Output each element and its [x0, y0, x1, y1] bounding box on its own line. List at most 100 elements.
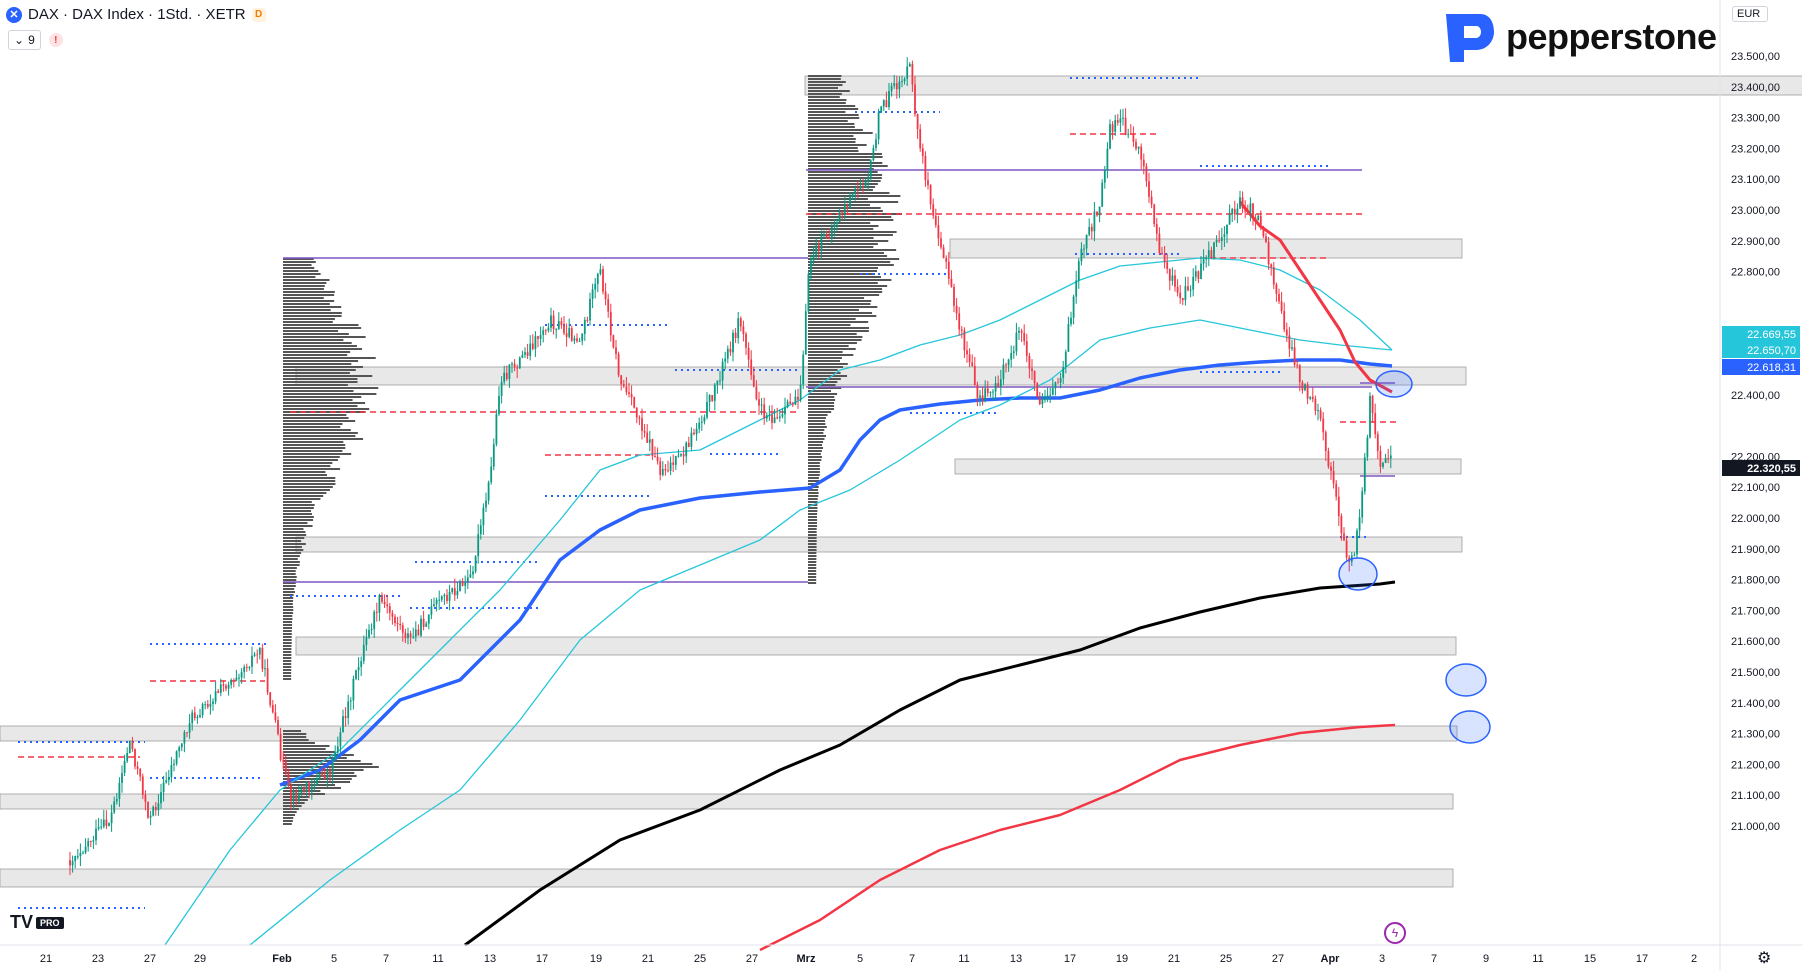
candle-body [474, 556, 477, 572]
candle-body [1124, 117, 1127, 135]
candle-body [477, 534, 480, 557]
volume-profile-bar [808, 198, 868, 200]
volume-profile-bar [283, 588, 295, 590]
volume-profile-bar [283, 678, 292, 680]
candle-body [576, 338, 578, 342]
candle-body [238, 677, 240, 679]
candle-body [503, 372, 506, 382]
tradingview-pro-logo[interactable]: TV PRO [10, 912, 64, 933]
volume-profile-bar [808, 339, 862, 341]
candle-body [685, 442, 688, 457]
volume-profile-bar [283, 291, 335, 293]
candle-body [373, 611, 376, 629]
candle-body [1179, 292, 1182, 299]
x-tick-label: 7 [383, 953, 389, 965]
volume-profile-bar [283, 357, 376, 359]
price-label-box [1722, 359, 1800, 375]
candle-body [726, 348, 729, 359]
x-tick-label: 25 [1220, 953, 1232, 965]
candle-body [768, 414, 771, 416]
volume-profile-bar [808, 372, 841, 374]
candle-body [1358, 517, 1361, 531]
volume-profile-bar [808, 333, 857, 335]
candle-body [875, 139, 877, 148]
volume-profile-bar [283, 519, 314, 521]
x-tick-label: 11 [958, 953, 969, 965]
candle-body [1166, 262, 1169, 269]
symbol-circle-icon[interactable]: ✕ [6, 6, 22, 23]
chart-title[interactable]: DAX · DAX Index · 1Std. · XETR [28, 6, 246, 23]
support-zone [295, 366, 1467, 386]
candle-body [316, 778, 318, 785]
candle-body [183, 732, 186, 744]
candle-body [1309, 396, 1312, 399]
candle-body [1192, 276, 1195, 290]
volume-profile-bar [808, 108, 859, 110]
candle-body [76, 856, 79, 858]
candle-body [594, 283, 597, 290]
candle-body [1207, 250, 1210, 258]
highlight-circle [1338, 557, 1378, 591]
volume-profile-bar [283, 754, 354, 756]
candle-body [219, 684, 222, 693]
candle-body [518, 357, 521, 369]
y-tick-label: 21.100,00 [1731, 790, 1780, 802]
candle-body [1332, 470, 1335, 484]
candle-body [79, 852, 82, 857]
candle-body [1109, 124, 1111, 149]
volume-profile-bar [808, 306, 878, 308]
volume-profile-bar [283, 429, 351, 431]
volume-profile-bar [283, 603, 293, 605]
candle-body [706, 401, 708, 418]
candle-body [1384, 458, 1387, 463]
candle-body [680, 454, 682, 456]
candle-body [394, 616, 396, 624]
warning-icon[interactable]: ! [48, 33, 63, 47]
volume-profile-bar [283, 261, 316, 263]
volume-profile-bar [283, 402, 366, 404]
candle-body [1148, 181, 1150, 197]
gear-icon[interactable]: ⚙ [1757, 950, 1772, 967]
lightning-icon[interactable]: ϟ [1384, 922, 1406, 944]
volume-profile-bar [808, 528, 817, 530]
volume-profile-bar [283, 378, 358, 380]
candle-body [747, 347, 750, 360]
candle-body [100, 826, 103, 828]
indicators-toggle-button[interactable]: ⌄ 9 [8, 30, 41, 50]
volume-profile-bar [283, 769, 364, 771]
candle-body [362, 644, 365, 662]
volume-profile-bar [808, 273, 876, 275]
x-tick-label: 17 [1064, 953, 1076, 965]
candle-body [981, 395, 984, 401]
currency-select[interactable]: EUR [1732, 6, 1768, 22]
candle-body [173, 763, 175, 766]
volume-profile-bar [808, 315, 877, 317]
candle-body [711, 394, 714, 401]
candle-body [976, 385, 979, 398]
candle-body [199, 715, 201, 717]
candle-body [1161, 252, 1163, 255]
candle-body [1093, 211, 1096, 232]
chart-header: ✕ DAX · DAX Index · 1Std. · XETR D [6, 6, 266, 23]
candle-body [456, 590, 459, 596]
candle-body [804, 311, 807, 355]
volume-profile-bar [283, 582, 296, 584]
candle-body [568, 328, 571, 337]
volume-profile-bar [808, 381, 838, 383]
candle-body [1301, 382, 1304, 391]
volume-profile-bar [283, 405, 358, 407]
candle-body [1140, 146, 1143, 160]
candle-body [732, 332, 734, 353]
volume-profile-bar [808, 114, 859, 116]
candle-body [469, 574, 472, 578]
volume-profile-bar [808, 324, 851, 326]
candle-body [108, 823, 110, 826]
y-tick-label: 21.600,00 [1731, 636, 1780, 648]
candle-body [1311, 396, 1314, 399]
candle-body [271, 705, 274, 713]
volume-profile-bar [808, 234, 893, 236]
candle-body [703, 417, 706, 422]
volume-profile-bar [283, 258, 314, 260]
candle-body [591, 289, 594, 299]
